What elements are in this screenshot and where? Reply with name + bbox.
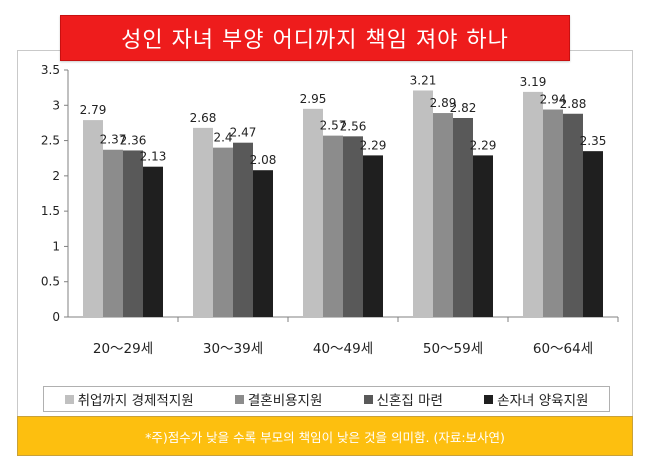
bar — [523, 91, 543, 318]
data-label: 2.37 — [100, 133, 127, 147]
legend-swatch — [64, 394, 74, 404]
data-label: 2.94 — [540, 93, 567, 107]
bar — [413, 90, 433, 317]
data-label: 2.29 — [470, 138, 497, 152]
y-tick-label: 1.5 — [41, 204, 60, 218]
data-label: 2.4 — [213, 131, 232, 145]
y-tick-label: 2 — [52, 169, 60, 183]
bar — [123, 150, 143, 317]
bar — [363, 155, 383, 317]
data-label: 2.95 — [300, 92, 327, 106]
bar — [253, 170, 273, 317]
bar — [103, 149, 123, 317]
data-label: 2.89 — [430, 96, 457, 110]
bar — [433, 113, 453, 317]
data-label: 2.88 — [560, 97, 587, 111]
bar — [453, 117, 473, 317]
x-category-label: 20～29세 — [93, 341, 153, 357]
data-label: 2.57 — [320, 119, 347, 133]
x-category-label: 40～49세 — [313, 341, 373, 357]
bar — [583, 151, 603, 317]
x-category-label: 50～59세 — [423, 341, 483, 357]
data-label: 3.19 — [520, 75, 547, 89]
data-label: 2.56 — [340, 119, 367, 133]
bar — [473, 155, 493, 317]
y-tick-label: 1 — [52, 239, 60, 253]
bar — [83, 120, 103, 317]
legend-item-series-1: 취업까지 경제적지원 — [64, 389, 194, 409]
data-label: 2.29 — [360, 138, 387, 152]
y-tick-label: 2.5 — [41, 134, 60, 148]
legend-swatch — [363, 394, 373, 404]
legend-label: 신혼집 마련 — [376, 393, 443, 409]
legend-label: 취업까지 경제적지원 — [77, 393, 194, 409]
bar — [543, 109, 563, 318]
x-category-label: 30～39세 — [203, 341, 263, 357]
data-label: 2.13 — [140, 150, 167, 164]
bar — [343, 136, 363, 317]
bar — [143, 166, 163, 317]
data-label: 2.79 — [80, 103, 107, 117]
y-tick-label: 3.5 — [41, 63, 60, 77]
legend-item-series-2: 결혼비용지원 — [234, 389, 323, 409]
source-note: *주)점수가 낮을 수록 부모의 책임이 낮은 것을 의미함. (자료:보사연) — [17, 416, 633, 456]
legend-item-series-3: 신혼집 마련 — [363, 389, 443, 409]
data-label: 2.82 — [450, 101, 477, 115]
x-category-label: 60～64세 — [533, 341, 593, 357]
bar — [563, 113, 583, 317]
legend-label: 손자녀 양육지원 — [497, 393, 589, 409]
legend-swatch — [234, 394, 244, 404]
y-tick-label: 3 — [52, 98, 60, 112]
data-label: 2.08 — [250, 153, 277, 167]
bar — [233, 142, 253, 317]
y-tick-label: 0.5 — [41, 275, 60, 289]
data-label: 2.36 — [120, 133, 147, 147]
bar — [213, 147, 233, 317]
chart-title: 성인 자녀 부양 어디까지 책임 져야 하나 — [60, 15, 570, 61]
data-label: 2.47 — [230, 126, 257, 140]
y-tick-label: 0 — [52, 310, 60, 324]
legend-item-series-4: 손자녀 양육지원 — [484, 389, 588, 409]
bar — [193, 127, 213, 318]
data-label: 3.21 — [410, 73, 437, 87]
data-label: 2.68 — [190, 111, 217, 125]
bar — [303, 108, 323, 317]
data-label: 2.35 — [580, 134, 607, 148]
legend-label: 결혼비용지원 — [247, 393, 323, 409]
legend-swatch — [484, 394, 494, 404]
bar — [323, 135, 343, 317]
chart-legend: 취업까지 경제적지원 결혼비용지원 신혼집 마련 손자녀 양육지원 — [43, 386, 610, 412]
